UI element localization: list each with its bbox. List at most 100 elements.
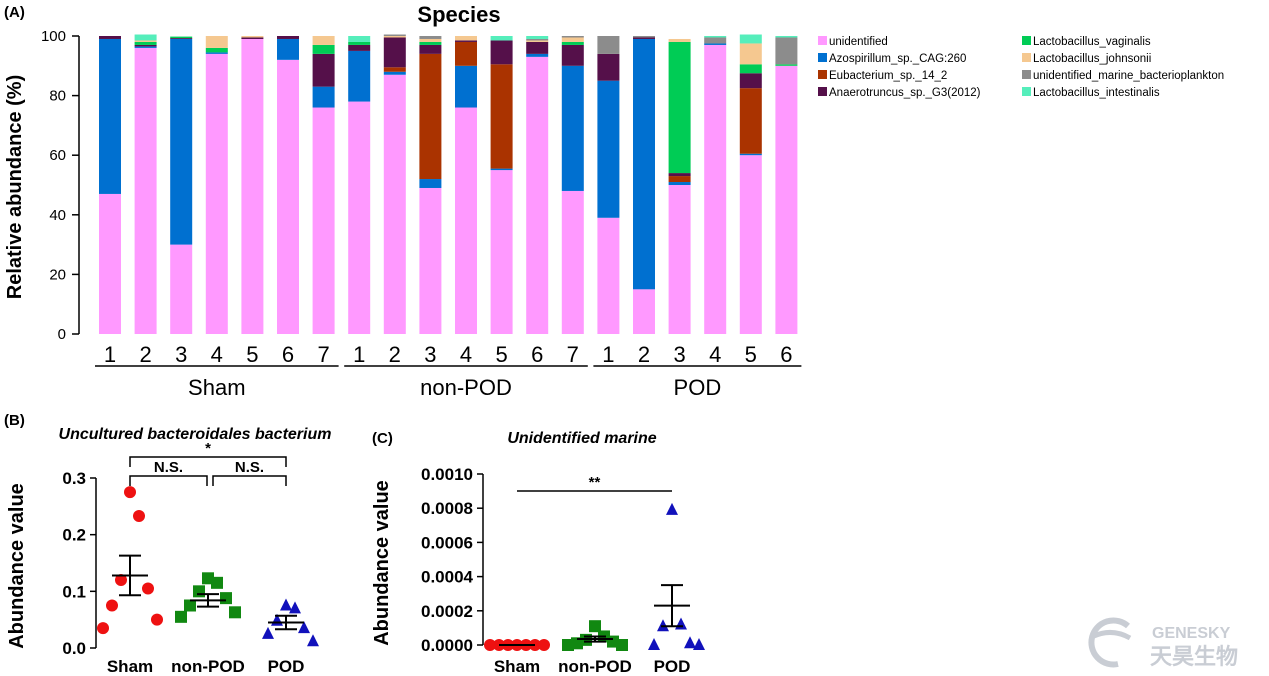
bar-segment	[455, 65, 477, 108]
sample-label: 4	[460, 342, 472, 367]
sample-label: 2	[139, 342, 151, 367]
sample-label: 4	[709, 342, 721, 367]
sample-label: 2	[638, 342, 650, 367]
bar-segment	[704, 43, 727, 45]
bar-segment	[277, 59, 299, 335]
bar-segment	[383, 36, 406, 38]
bar-segment	[526, 41, 549, 54]
bar-segment	[419, 187, 442, 334]
bar-segment	[597, 36, 620, 54]
bar-segment	[633, 289, 655, 334]
bar-segment	[419, 36, 442, 39]
data-point	[115, 574, 127, 586]
data-point	[184, 599, 196, 612]
sample-label: 7	[567, 342, 579, 367]
data-point	[193, 585, 205, 598]
significance-label: N.S.	[235, 459, 264, 476]
data-point	[562, 639, 574, 651]
data-point	[133, 509, 145, 522]
bar-segment	[348, 50, 371, 102]
bar-segment	[775, 65, 798, 335]
data-point	[298, 621, 310, 634]
data-point	[106, 599, 118, 612]
bar-segment	[490, 64, 513, 169]
x-category-label: non-POD	[558, 657, 632, 676]
panel-c-letter: (C)	[372, 430, 393, 447]
x-category-label: non-POD	[171, 657, 245, 676]
bar-segment	[455, 36, 477, 41]
bar-segment	[277, 36, 299, 39]
legend-swatch	[818, 36, 827, 45]
panel-a-y-tick-label: 60	[49, 147, 66, 164]
y-tick-label: 0.0010	[421, 465, 473, 484]
significance-bracket	[129, 475, 208, 486]
bar-segment	[526, 38, 549, 41]
bar-segment	[99, 193, 121, 334]
bar-segment	[490, 168, 513, 171]
bar-segment	[99, 38, 121, 194]
y-tick-label: 0.1	[62, 582, 86, 601]
bar-segment	[170, 38, 193, 39]
legend-entry: unidentified	[829, 36, 888, 48]
panel-a-title: Species	[417, 2, 500, 27]
bar-segment	[134, 44, 157, 47]
bar-segment	[383, 74, 406, 335]
bar-segment	[99, 36, 121, 39]
data-point	[684, 636, 696, 649]
bar-segment	[455, 41, 477, 66]
significance-label: *	[205, 440, 211, 457]
y-tick-label: 0.0	[62, 639, 86, 658]
panel-a-y-tick-label: 100	[41, 28, 66, 45]
panel-a-legend: unidentified Azospirillum_sp._CAG:260 Euba…	[818, 36, 1224, 99]
data-point	[151, 613, 163, 626]
bar-segment	[561, 41, 584, 45]
bar-segment	[633, 36, 655, 38]
legend-entry: Lactobacillus_vaginalis	[1033, 36, 1151, 48]
sample-label: 6	[531, 342, 543, 367]
bar-segment	[526, 36, 549, 39]
sample-label: 3	[424, 342, 436, 367]
bar-segment	[241, 38, 264, 334]
panel-b-letter: (B)	[4, 412, 25, 429]
bar-segment	[668, 173, 691, 177]
x-category-label: POD	[654, 657, 691, 676]
legend-swatch	[1022, 53, 1031, 62]
bar-segment	[419, 38, 442, 42]
sample-label: 1	[602, 342, 614, 367]
bar-segment	[312, 44, 335, 54]
data-point	[289, 601, 301, 614]
panel-a-ylabel: Relative abundance (%)	[4, 75, 26, 300]
bar-segment	[134, 40, 157, 42]
legend-swatch	[1022, 36, 1031, 45]
bar-segment	[134, 47, 157, 335]
group-label: Sham	[188, 375, 245, 400]
data-point	[280, 598, 292, 611]
bar-segment	[526, 40, 549, 42]
legend-entry: Lactobacillus_intestinalis	[1033, 87, 1160, 99]
group-label: POD	[674, 375, 722, 400]
bar-segment	[170, 244, 193, 334]
bar-segment	[668, 185, 691, 334]
bar-segment	[205, 36, 228, 48]
y-tick-label: 0.0004	[421, 568, 474, 587]
y-tick-label: 0.0002	[421, 602, 473, 621]
bar-segment	[561, 44, 584, 66]
sample-label: 1	[104, 342, 116, 367]
legend-swatch	[818, 53, 827, 62]
bar-segment	[775, 36, 798, 38]
data-point	[229, 606, 241, 619]
bar-segment	[739, 153, 762, 156]
bar-segment	[561, 190, 584, 334]
bar-segment	[668, 182, 691, 185]
group-label: non-POD	[420, 375, 512, 400]
bar-segment	[348, 44, 371, 51]
legend-entry: Azospirillum_sp._CAG:260	[829, 53, 966, 65]
panel-c-title: Unidentified marine	[507, 430, 656, 447]
data-point	[589, 620, 601, 633]
bar-segment	[312, 107, 335, 335]
significance-bracket	[129, 456, 287, 467]
bar-segment	[561, 65, 584, 191]
panel-a-y-tick-label: 40	[49, 207, 66, 224]
data-point	[142, 582, 154, 595]
